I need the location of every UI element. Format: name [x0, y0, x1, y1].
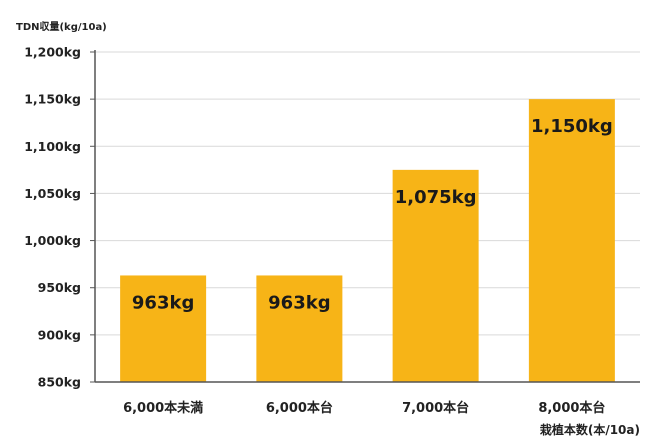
y-tick-label: 950kg [38, 280, 81, 295]
y-tick-label: 900kg [38, 327, 81, 342]
bar [120, 275, 207, 382]
x-tick-label: 6,000本未満 [123, 400, 203, 416]
bar [256, 275, 343, 382]
data-labels: 963kg 963kg 1,075kg 1,150kg [132, 116, 613, 313]
y-tick-label: 850kg [38, 375, 81, 390]
y-axis-title: TDN収量(kg/10a) [16, 20, 107, 33]
data-label: 1,075kg [395, 187, 477, 208]
y-tick-label: 1,100kg [24, 139, 81, 154]
bar [528, 99, 615, 383]
bars [120, 99, 615, 383]
x-tick-label: 8,000本台 [538, 400, 605, 416]
y-axis-ticks: 850kg 900kg 950kg 1,000kg 1,050kg 1,100kg 1,15… [24, 45, 95, 390]
data-label: 963kg [132, 292, 194, 313]
x-axis-title: 栽植本数(本/10a) [540, 422, 640, 437]
y-tick-label: 1,200kg [24, 45, 81, 60]
data-label: 1,150kg [531, 116, 613, 137]
x-tick-label: 7,000本台 [402, 400, 469, 416]
data-label: 963kg [268, 292, 330, 313]
x-tick-label: 6,000本台 [266, 400, 333, 416]
y-tick-label: 1,000kg [24, 233, 81, 248]
bar [392, 169, 479, 382]
x-axis-labels: 6,000本未満 6,000本台 7,000本台 8,000本台 [123, 400, 605, 416]
y-tick-label: 1,150kg [24, 92, 81, 107]
y-tick-label: 1,050kg [24, 186, 81, 201]
